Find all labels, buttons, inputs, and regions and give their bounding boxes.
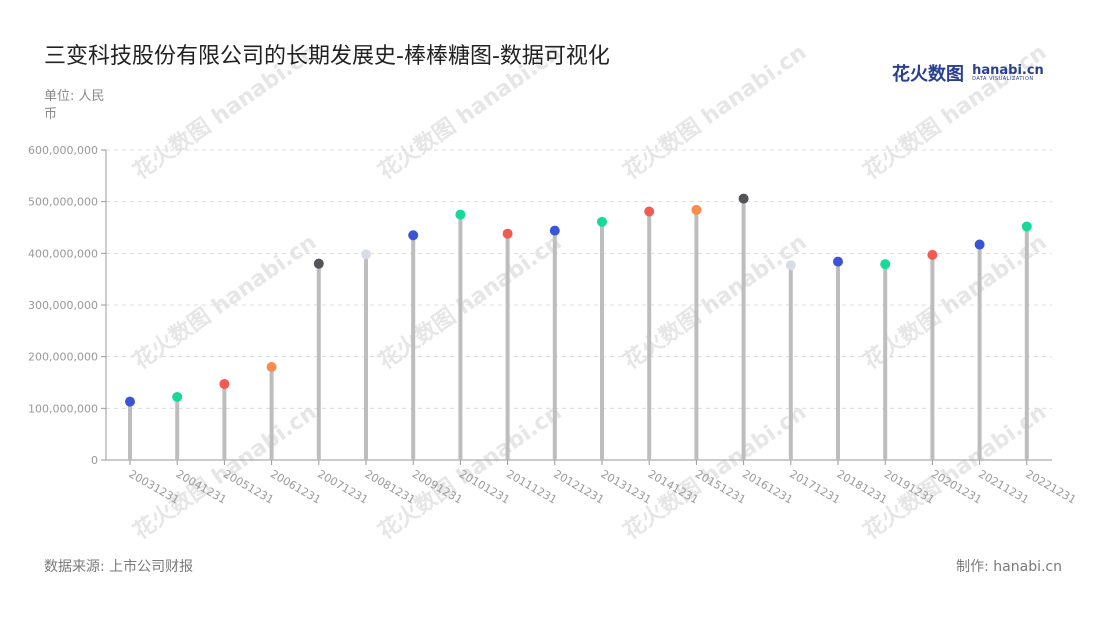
lollipop-dot bbox=[691, 204, 702, 215]
watermark-text: 花火数图 hanabi.cn bbox=[859, 229, 1052, 375]
y-tick-label: 100,000,000 bbox=[28, 402, 98, 415]
lollipop-dot bbox=[1021, 221, 1032, 232]
lollipop-dots bbox=[125, 193, 1032, 407]
maker-credit: 制作: hanabi.cn bbox=[956, 556, 1062, 578]
maker-label: 制作: bbox=[956, 559, 989, 575]
lollipop-dot bbox=[219, 379, 230, 390]
y-tick-label: 200,000,000 bbox=[28, 351, 98, 364]
lollipop-dot bbox=[974, 239, 985, 250]
lollipop-dot bbox=[172, 391, 183, 402]
lollipop-dot bbox=[927, 249, 938, 260]
maker-link[interactable]: hanabi.cn bbox=[993, 559, 1062, 575]
y-tick-label: 300,000,000 bbox=[28, 299, 98, 312]
unit-label: 单位: 人民币 bbox=[44, 89, 105, 122]
lollipop-dot bbox=[502, 228, 513, 239]
data-source-label: 数据来源: 上市公司财报 bbox=[44, 559, 194, 575]
lollipop-dot bbox=[880, 259, 891, 270]
x-tick-label: 20071231 bbox=[315, 467, 370, 506]
lollipop-dot bbox=[785, 260, 796, 271]
y-tick-label: 400,000,000 bbox=[28, 247, 98, 260]
lollipop-dot bbox=[738, 193, 749, 204]
x-tick-label: 20171231 bbox=[787, 467, 842, 506]
x-tick-label: 20121231 bbox=[551, 467, 606, 506]
y-tick-label: 500,000,000 bbox=[28, 196, 98, 209]
grid-lines bbox=[106, 149, 1052, 409]
axes bbox=[101, 149, 1052, 465]
y-tick-label: 600,000,000 bbox=[28, 144, 98, 157]
x-tick-label: 20221231 bbox=[1023, 467, 1078, 506]
lollipop-dot bbox=[266, 362, 277, 372]
lollipop-stems bbox=[128, 198, 1029, 460]
lollipop-dot bbox=[549, 225, 560, 236]
chart-title: 三变科技股份有限公司的长期发展史-棒棒糖图-数据可视化 bbox=[44, 44, 610, 69]
lollipop-dot bbox=[361, 249, 371, 260]
brand-logo: 花火数图 hanabi.cn DATA VISUALIZATION bbox=[892, 60, 1044, 86]
watermark-text: 花火数图 hanabi.cn bbox=[619, 39, 812, 185]
lollipop-dot bbox=[833, 256, 843, 267]
x-tick-label: 20061231 bbox=[268, 467, 323, 506]
y-tick-label: 0 bbox=[91, 454, 98, 467]
logo-en-block: hanabi.cn DATA VISUALIZATION bbox=[972, 64, 1044, 82]
lollipop-dot bbox=[597, 216, 607, 227]
x-tick-label: 20031231 bbox=[127, 467, 182, 506]
x-tick-label: 20111231 bbox=[504, 467, 559, 506]
x-tick-label: 20131231 bbox=[599, 467, 654, 506]
lollipop-dot bbox=[313, 258, 324, 269]
logo-cn-text: 花火数图 bbox=[892, 64, 964, 85]
lollipop-dot bbox=[125, 396, 135, 407]
x-tick-label: 20161231 bbox=[740, 467, 795, 506]
x-tick-label: 20051231 bbox=[221, 467, 276, 506]
logo-en-sub: DATA VISUALIZATION bbox=[972, 76, 1034, 82]
watermark-text: 花火数图 hanabi.cn bbox=[129, 229, 322, 375]
x-tick-label: 20081231 bbox=[363, 467, 418, 506]
watermark-layer: 花火数图 hanabi.cn 花火数图 hanabi.cn 花火数图 hanabi.… bbox=[129, 39, 1052, 545]
x-tick-label: 20181231 bbox=[835, 467, 890, 506]
lollipop-dot bbox=[455, 209, 466, 220]
lollipop-dot bbox=[408, 230, 419, 241]
logo-en-text: hanabi.cn bbox=[972, 63, 1044, 78]
lollipop-dot bbox=[644, 206, 655, 217]
watermark-text: 花火数图 hanabi.cn bbox=[374, 229, 567, 375]
x-tick-label: 20211231 bbox=[976, 467, 1031, 506]
